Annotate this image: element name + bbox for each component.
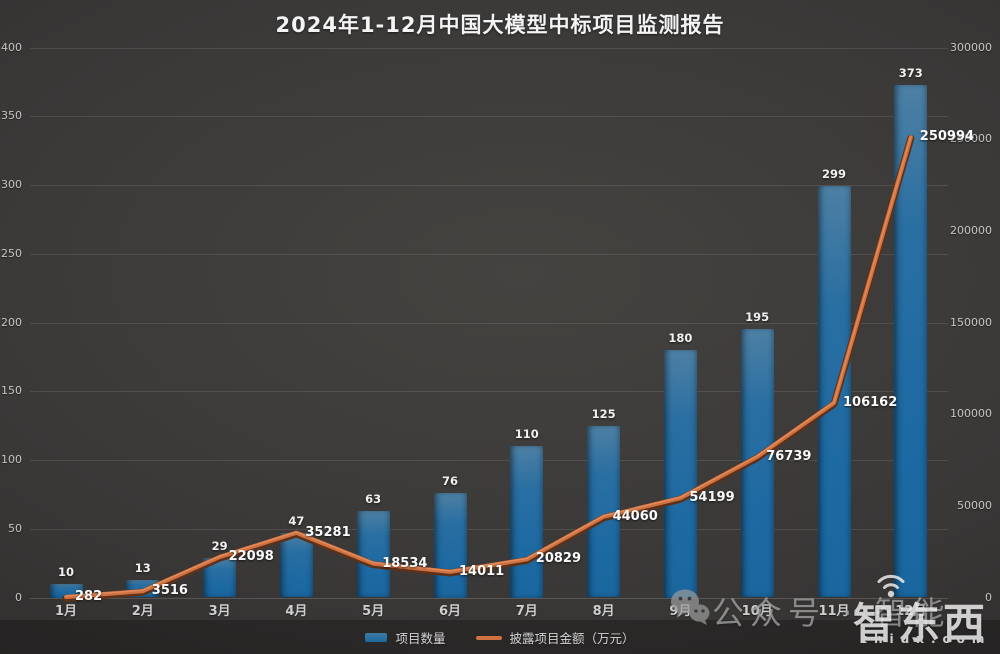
bar-value-label: 125 bbox=[591, 406, 616, 421]
gridline bbox=[30, 597, 948, 599]
y-axis-tick-label-left: 250 bbox=[1, 246, 22, 260]
gridline bbox=[30, 391, 948, 393]
gridline bbox=[30, 116, 948, 118]
y-axis-tick-label-left: 100 bbox=[1, 453, 22, 466]
bar-value-label: 63 bbox=[365, 491, 382, 506]
legend-item-line: 披露项目金额（万元） bbox=[475, 628, 635, 647]
line-value-label: 282 bbox=[75, 589, 103, 604]
y-axis-tick-label-right: 100000 bbox=[950, 407, 992, 421]
zhidx-logo-domain: zhidx.com bbox=[860, 632, 992, 646]
y-axis-tick-label-left: 50 bbox=[8, 521, 22, 535]
bar-value-label: 29 bbox=[211, 538, 228, 553]
line-value-label: 44060 bbox=[612, 508, 658, 524]
gridline bbox=[30, 185, 948, 186]
legend-item-bar: 项目数量 bbox=[365, 628, 446, 647]
y-axis-tick-label-right: 250000 bbox=[950, 132, 992, 146]
gridline bbox=[30, 47, 948, 49]
y-axis-tick-label-left: 400 bbox=[1, 40, 22, 54]
line-series-label: 披露项目金额（万元） bbox=[509, 631, 635, 646]
x-axis-label: 11月 bbox=[818, 604, 850, 619]
line-value-label: 106162 bbox=[843, 394, 898, 410]
line-value-label: 35281 bbox=[305, 524, 351, 540]
y-axis-tick-label-right: 0 bbox=[985, 590, 992, 604]
bar-series-swatch bbox=[365, 633, 388, 642]
x-axis-label: 4月 bbox=[285, 604, 308, 619]
x-axis-label: 3月 bbox=[208, 604, 231, 619]
watermark-wechat-text: 公众号 · 智能 bbox=[712, 594, 951, 632]
bar-value-label: 13 bbox=[134, 560, 151, 575]
y-axis-tick-label-right: 300000 bbox=[950, 40, 992, 54]
wechat-icon bbox=[671, 589, 710, 625]
bar-7月 bbox=[510, 446, 544, 598]
line-highlight bbox=[65, 135, 912, 597]
chart-title: 2024年1-12月中国大模型中标项目监测报告 bbox=[275, 13, 725, 37]
bar-value-label: 180 bbox=[668, 331, 693, 345]
line-value-label: 18534 bbox=[382, 555, 428, 571]
bar-5月 bbox=[356, 510, 390, 598]
bar-6月 bbox=[433, 493, 467, 598]
y-axis-tick-label-right: 150000 bbox=[950, 315, 992, 329]
gridline bbox=[30, 460, 948, 461]
bar-4月 bbox=[279, 532, 313, 598]
bar-value-label: 47 bbox=[288, 513, 305, 528]
gridline bbox=[30, 322, 948, 324]
x-axis-label: 5月 bbox=[362, 604, 385, 619]
gridline bbox=[30, 253, 948, 255]
x-axis-label: 8月 bbox=[592, 604, 615, 619]
bar-9月 bbox=[663, 350, 697, 598]
bar-value-label: 195 bbox=[745, 310, 770, 325]
y-axis-tick-label-left: 150 bbox=[1, 384, 22, 398]
line-value-label: 20829 bbox=[535, 551, 582, 567]
bar-8月 bbox=[587, 425, 621, 598]
y-axis-tick-label-left: 300 bbox=[1, 178, 22, 191]
y-axis-tick-label-right: 200000 bbox=[950, 223, 992, 237]
y-axis-tick-label-left: 200 bbox=[1, 315, 22, 329]
bar-value-label: 373 bbox=[898, 65, 923, 80]
line-value-label: 14011 bbox=[459, 563, 505, 579]
bar-value-label: 10 bbox=[57, 564, 74, 579]
zhidx-logo-text: 智东西 bbox=[853, 599, 989, 648]
x-axis-label: 2月 bbox=[131, 604, 154, 619]
line-main bbox=[63, 135, 913, 600]
antenna-icon bbox=[877, 574, 905, 598]
x-axis-label: 6月 bbox=[438, 604, 462, 619]
line-value-label: 250994 bbox=[919, 129, 975, 145]
y-axis-tick-label-right: 50000 bbox=[957, 498, 992, 512]
y-axis-tick-label-left: 350 bbox=[1, 109, 22, 123]
bar-value-label: 110 bbox=[514, 427, 539, 442]
x-axis-label: 7月 bbox=[515, 604, 538, 619]
y-axis-tick-label-left: 0 bbox=[15, 590, 22, 604]
line-shadow bbox=[62, 135, 915, 602]
bar-value-label: 76 bbox=[441, 474, 458, 488]
x-axis-label: 12月 bbox=[895, 604, 927, 619]
bar-series-label: 项目数量 bbox=[395, 631, 446, 646]
line-value-label: 3516 bbox=[151, 583, 188, 599]
bar-value-label: 299 bbox=[821, 167, 846, 182]
line-series-swatch bbox=[475, 635, 502, 640]
legend: 项目数量 披露项目金额（万元） bbox=[0, 628, 1000, 647]
x-axis-label: 1月 bbox=[54, 604, 78, 619]
line-value-label: 76739 bbox=[766, 448, 812, 464]
line-value-label: 22098 bbox=[228, 549, 274, 564]
gridline bbox=[30, 528, 948, 530]
line-value-label: 54199 bbox=[689, 490, 735, 506]
x-axis-label: 10月 bbox=[741, 604, 773, 619]
